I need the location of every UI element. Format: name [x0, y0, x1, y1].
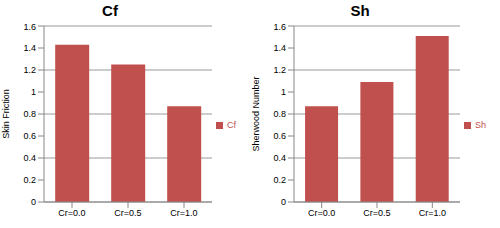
svg-text:0.6: 0.6 — [23, 131, 36, 141]
svg-text:1.2: 1.2 — [23, 65, 36, 75]
html-text:Sh: Sh — [350, 2, 370, 19]
html-text:Cf: Cf — [227, 120, 236, 130]
svg-text:0.2: 0.2 — [23, 175, 36, 185]
svg-text:0.8: 0.8 — [273, 109, 286, 119]
svg-text:Cr=1.0: Cr=1.0 — [419, 208, 446, 218]
svg-text:1.2: 1.2 — [273, 65, 286, 75]
svg-text:Sherwood Number: Sherwood Number — [251, 76, 261, 151]
svg-text:0.6: 0.6 — [273, 131, 286, 141]
svg-text:1.4: 1.4 — [273, 43, 286, 53]
svg-text:Cr=0.5: Cr=0.5 — [114, 208, 141, 218]
svg-text:Cr=0.0: Cr=0.0 — [308, 208, 335, 218]
svg-text:1.4: 1.4 — [23, 43, 36, 53]
svg-text:0.2: 0.2 — [273, 175, 286, 185]
svg-text:1: 1 — [31, 87, 36, 97]
svg-text:1.6: 1.6 — [23, 22, 36, 32]
svg-text:0.8: 0.8 — [23, 109, 36, 119]
svg-text:0: 0 — [281, 197, 286, 207]
svg-text:1: 1 — [281, 87, 286, 97]
html-text:Cf: Cf — [102, 2, 118, 19]
svg-text:1.6: 1.6 — [273, 22, 286, 32]
svg-text:Cr=0.0: Cr=0.0 — [58, 208, 85, 218]
svg-text:Skin Friction: Skin Friction — [8, 89, 11, 139]
svg-text:0.4: 0.4 — [273, 153, 286, 163]
html-text:Sh: Sh — [475, 120, 486, 130]
svg-text:0: 0 — [31, 197, 36, 207]
svg-text:0.4: 0.4 — [23, 153, 36, 163]
svg-text:Cr=0.5: Cr=0.5 — [363, 208, 390, 218]
svg-text:Cr=1.0: Cr=1.0 — [170, 208, 197, 218]
